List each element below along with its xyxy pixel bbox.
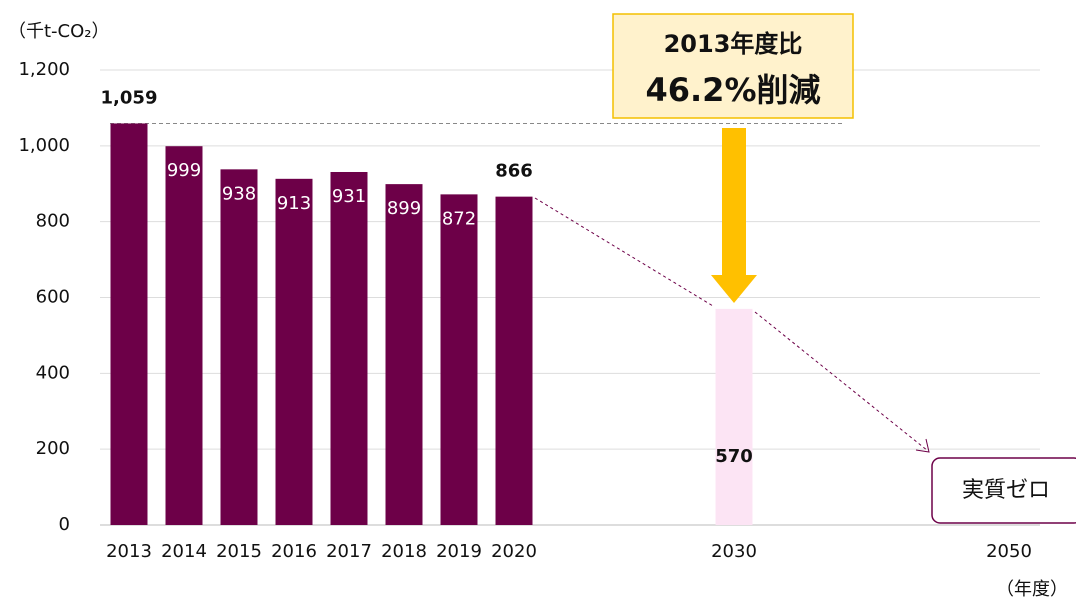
trend-line	[534, 197, 714, 307]
bar	[440, 194, 478, 525]
x-tick-label: 2014	[161, 541, 207, 562]
bar	[330, 171, 368, 525]
bar	[715, 308, 753, 525]
reduction-text: 46.2%削減	[645, 71, 820, 109]
y-tick-label: 600	[36, 287, 70, 308]
value-label: 999	[167, 160, 201, 181]
y-tick-label: 1,200	[18, 59, 70, 80]
arrow-head	[711, 275, 757, 303]
value-label: 866	[495, 161, 533, 182]
trend-arrow	[915, 438, 930, 453]
x-tick-label: 2013	[106, 541, 152, 562]
bar	[275, 178, 313, 525]
y-tick-label: 200	[36, 438, 70, 459]
y-tick-label: 400	[36, 362, 70, 383]
value-label: 938	[222, 183, 256, 204]
x-tick-label: 2018	[381, 541, 427, 562]
x-tick-label: 2017	[326, 541, 372, 562]
bar	[220, 169, 258, 525]
bar	[165, 146, 203, 525]
y-tick-label: 1,000	[18, 135, 70, 156]
value-label: 570	[715, 446, 753, 467]
y-axis-label: （千t-CO₂）	[8, 21, 110, 42]
y-tick-label: 0	[59, 514, 70, 535]
x-tick-label: 2016	[271, 541, 317, 562]
trend-line	[754, 311, 929, 452]
target-box	[931, 457, 1076, 524]
arrow-shaft	[722, 128, 746, 276]
value-label: 872	[442, 208, 476, 229]
x-tick-label: 2015	[216, 541, 262, 562]
x-tick-label: 2050	[986, 541, 1032, 562]
reduction-text: 2013年度比	[664, 30, 803, 58]
value-label: 913	[277, 193, 311, 214]
x-axis-label: （年度）	[996, 579, 1068, 600]
value-label: 1,059	[101, 87, 158, 108]
reduction-box	[612, 13, 854, 119]
value-label: 899	[387, 198, 421, 219]
x-tick-label: 2030	[711, 541, 757, 562]
value-label: 931	[332, 186, 366, 207]
bar	[385, 184, 423, 526]
bar	[110, 123, 148, 526]
x-tick-label: 2020	[491, 541, 537, 562]
y-tick-label: 800	[36, 211, 70, 232]
target-text: 実質ゼロ	[962, 478, 1050, 503]
x-tick-label: 2019	[436, 541, 482, 562]
bar	[495, 196, 533, 525]
